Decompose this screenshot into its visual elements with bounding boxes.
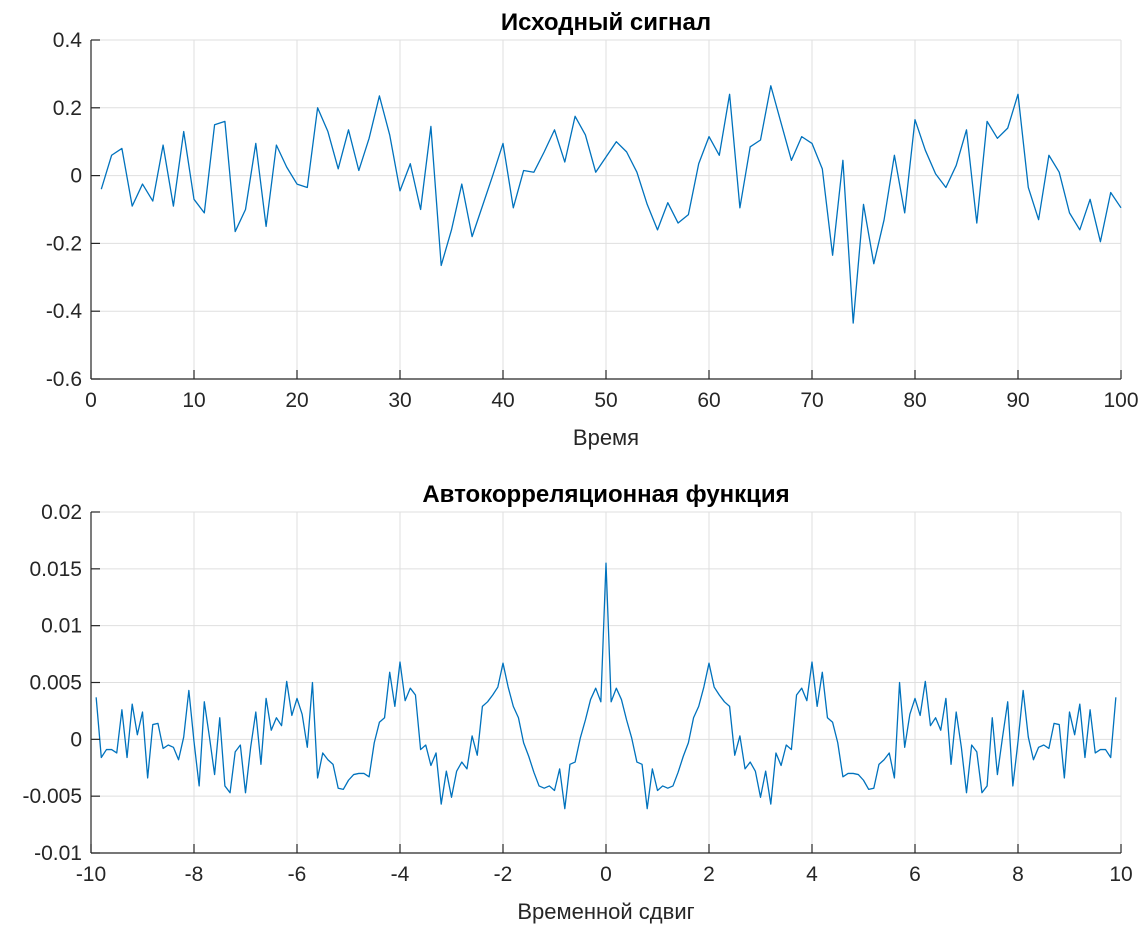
y-tick-label: -0.005 — [22, 785, 82, 808]
y-tick-label: 0 — [70, 728, 82, 751]
y-tick-label: -0.6 — [46, 368, 82, 391]
x-tick-label: 0 — [600, 863, 612, 886]
series-line — [100, 85, 1122, 324]
x-tick-label: 60 — [697, 389, 720, 412]
x-tick-label: 2 — [703, 863, 715, 886]
series-line — [95, 562, 1117, 810]
x-tick-label: -4 — [391, 863, 410, 886]
x-tick-label: 100 — [1103, 389, 1138, 412]
y-tick-label: 0.2 — [53, 97, 82, 120]
x-tick-label: -8 — [185, 863, 204, 886]
chart-title: Исходный сигнал — [501, 9, 711, 36]
x-tick-label: -6 — [288, 863, 307, 886]
y-tick-label: 0.4 — [53, 29, 83, 52]
x-tick-label: 50 — [594, 389, 617, 412]
x-tick-label: 30 — [388, 389, 411, 412]
y-tick-label: -0.2 — [46, 232, 82, 255]
x-tick-label: 4 — [806, 863, 818, 886]
y-tick-label: 0 — [70, 165, 82, 188]
x-tick-label: 20 — [285, 389, 308, 412]
x-tick-label: 70 — [800, 389, 823, 412]
x-tick-label: 8 — [1012, 863, 1024, 886]
x-axis-label: Временной сдвиг — [517, 899, 694, 924]
y-tick-label: 0.005 — [29, 672, 82, 695]
signal-plot: 0 10 20 30 40 50 60 70 80 90 100 -0.6 -0.4 -0.2 0 0.2 0.… — [46, 9, 1139, 450]
x-tick-label: 40 — [491, 389, 514, 412]
x-tick-label: -10 — [76, 863, 106, 886]
y-tick-label: 0.02 — [41, 501, 82, 524]
x-tick-label: -2 — [494, 863, 513, 886]
x-axis-label: Время — [573, 425, 639, 450]
y-tick-label: -0.01 — [34, 842, 82, 865]
y-tick-label: 0.015 — [29, 558, 82, 581]
x-tick-label: 10 — [182, 389, 205, 412]
x-tick-label: 10 — [1109, 863, 1132, 886]
autocorrelation-plot: -10 -8 -6 -4 -2 0 2 4 6 8 10 -0.01 -0.005 0 0.005 0.01 0… — [22, 481, 1132, 924]
chart-title: Автокорреляционная функция — [422, 481, 789, 508]
y-tick-label: -0.4 — [46, 300, 83, 323]
x-tick-label: 90 — [1006, 389, 1029, 412]
y-tick-label: 0.01 — [41, 615, 82, 638]
x-tick-label: 6 — [909, 863, 921, 886]
x-tick-label: 80 — [903, 389, 926, 412]
x-tick-label: 0 — [85, 389, 97, 412]
